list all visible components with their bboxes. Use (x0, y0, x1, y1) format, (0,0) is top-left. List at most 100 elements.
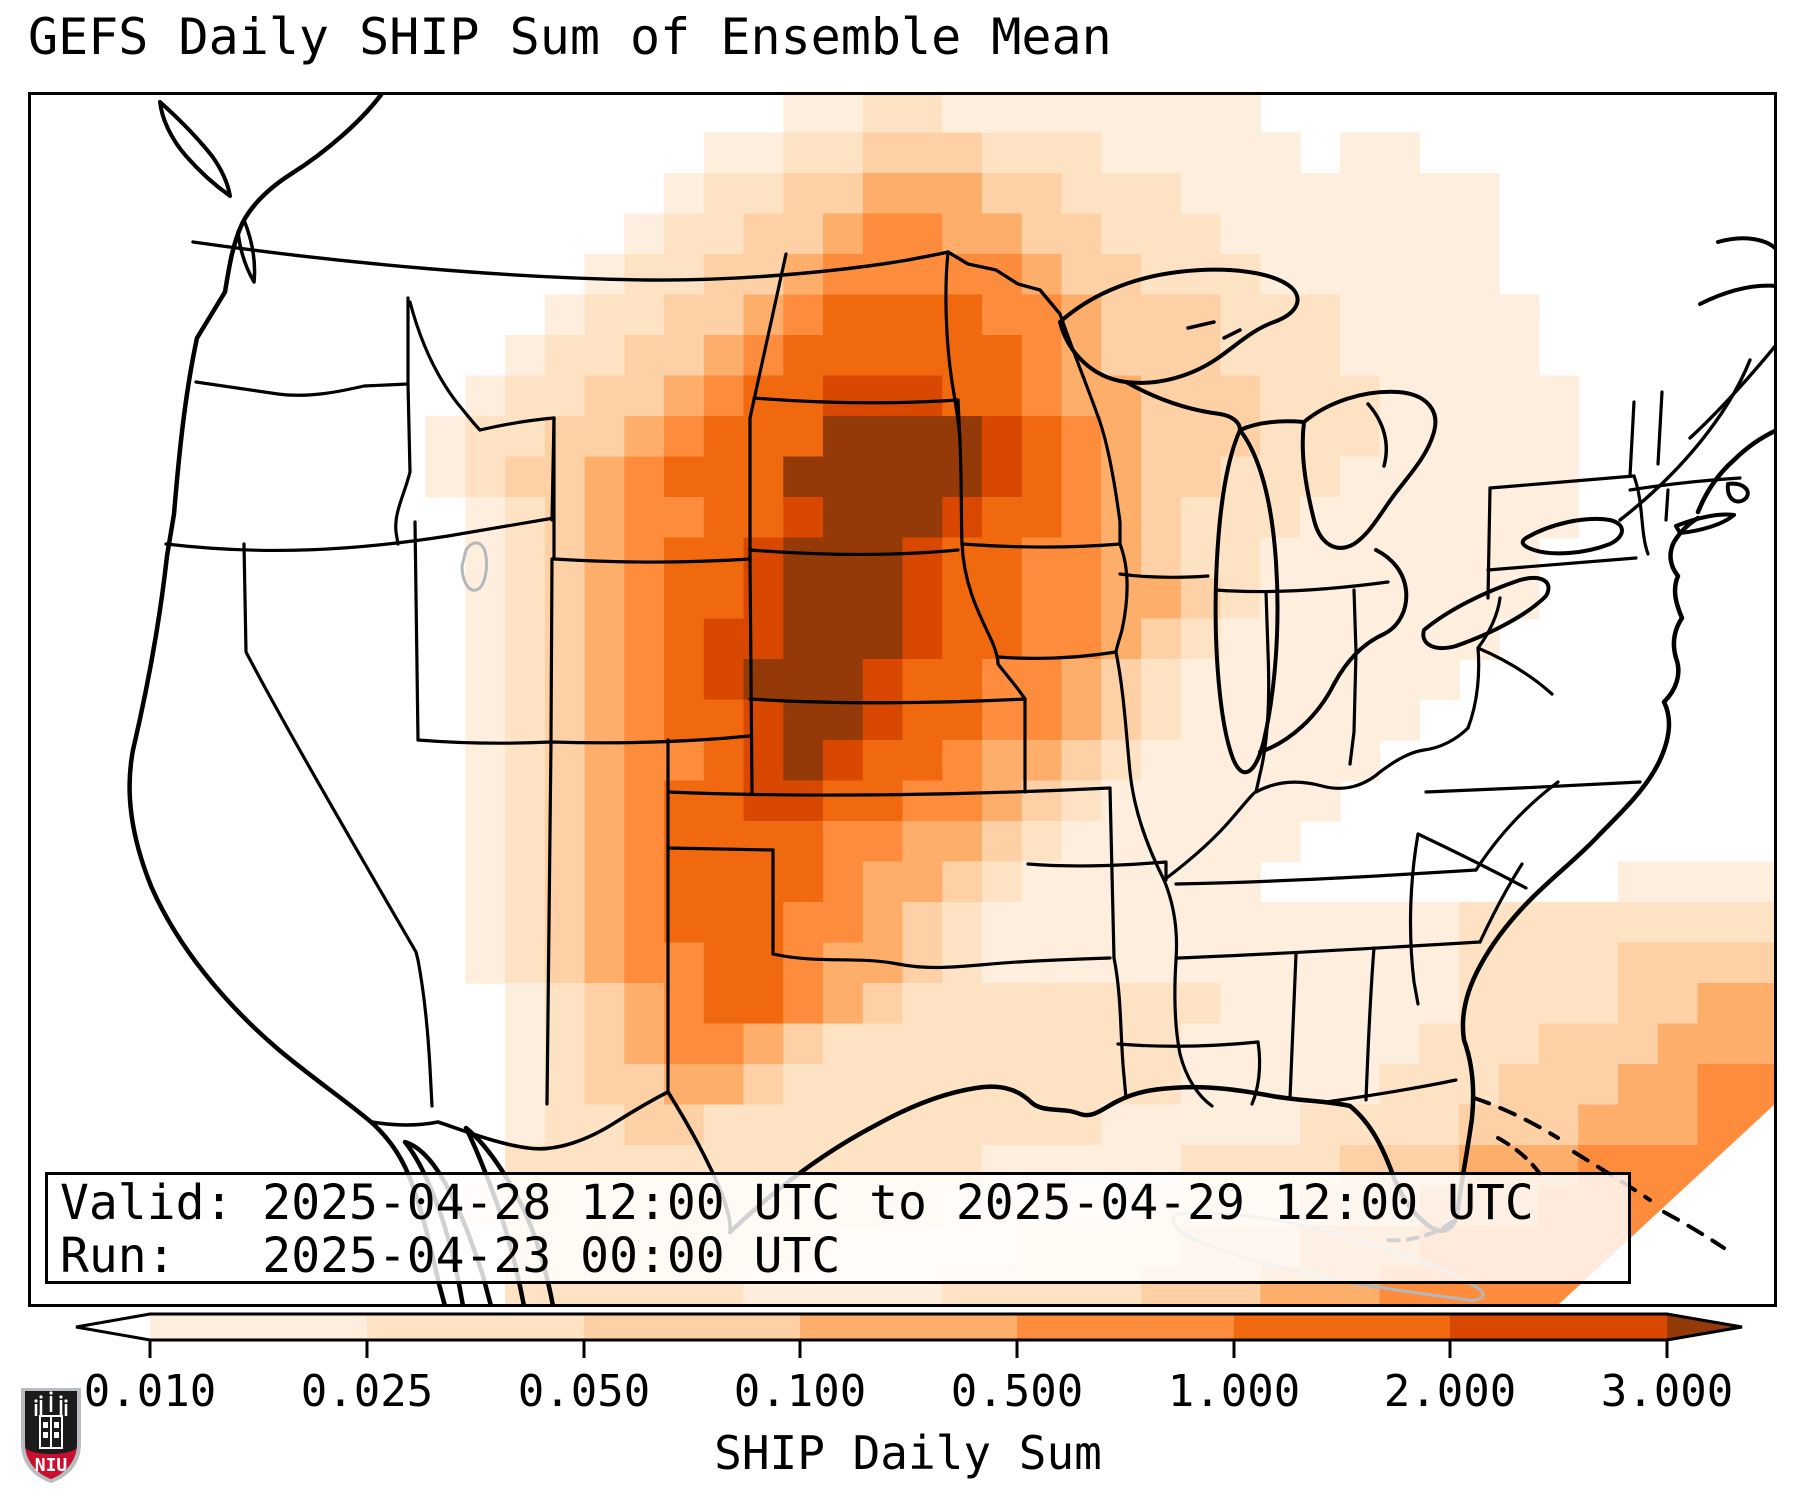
map-border-line (194, 380, 410, 397)
heat-cell (1101, 578, 1182, 620)
heat-cell (1300, 497, 1580, 539)
heat-cell (584, 578, 625, 620)
heat-cell (703, 497, 785, 539)
map-border-line (1472, 1096, 1560, 1140)
heat-cell (584, 659, 625, 701)
map-border-line (1258, 548, 1409, 754)
heat-cell (1180, 699, 1421, 741)
heat-cell (1220, 983, 1460, 1025)
heat-cell (1061, 699, 1102, 741)
heat-cell (1459, 942, 1619, 984)
heat-cell (584, 902, 625, 944)
heat-cell (862, 740, 944, 782)
heat-cell (664, 456, 784, 498)
map-border-line (1698, 283, 1777, 306)
map-border-line (1618, 358, 1752, 522)
heat-cell (465, 699, 506, 741)
heat-cell (703, 618, 785, 660)
map-border-line (1688, 342, 1777, 440)
colorbar-segment (1234, 1314, 1450, 1340)
heat-cell (1141, 537, 1182, 579)
heat-cell (505, 699, 546, 741)
heat-cell (1021, 821, 1063, 863)
heat-cell (505, 456, 586, 498)
foreign-coastline (460, 541, 488, 592)
heat-cell (1061, 821, 1301, 863)
heat-cell (505, 375, 586, 417)
heat-cell (823, 294, 983, 336)
map-border-line (416, 734, 752, 745)
heat-cell (1339, 335, 1540, 377)
map-border-line (550, 416, 556, 522)
heat-cell (584, 780, 625, 822)
heat-cell (664, 213, 745, 255)
heat-cell (1061, 740, 1102, 782)
map-border-line (1366, 402, 1388, 468)
heat-cell (862, 92, 944, 134)
heat-cell (982, 173, 1063, 215)
heat-cell (465, 740, 506, 782)
colorbar-segment (367, 1314, 584, 1340)
heat-cell (783, 902, 864, 944)
map-border-line (748, 252, 788, 420)
map-border-line (1176, 940, 1482, 960)
map-border-line (1214, 580, 1390, 594)
heat-cell (465, 659, 506, 701)
heat-cell (1339, 132, 1421, 174)
coast-and-state-borders (127, 92, 1777, 1307)
heat-cell (544, 1064, 586, 1106)
heat-cell (1339, 456, 1580, 498)
heat-cell (1339, 294, 1540, 336)
colorbar-tick-label: 3.000 (1600, 1366, 1734, 1417)
heatmap-cells (425, 92, 1777, 1307)
map-border-line (666, 786, 1112, 797)
heat-cell (783, 294, 824, 336)
heat-cell (505, 659, 546, 701)
heat-cell (1538, 1023, 1659, 1065)
map-border-line (394, 382, 412, 546)
map-border-line (1250, 1040, 1262, 1106)
heat-cell (1618, 1064, 1699, 1106)
heat-cell (1300, 1104, 1460, 1146)
heat-cell (584, 294, 665, 336)
heat-cell (743, 294, 784, 336)
heat-cell (862, 213, 944, 255)
heat-cell (862, 861, 944, 903)
heat-cell (544, 861, 586, 903)
heat-cell (584, 983, 625, 1025)
heat-cell (982, 780, 1023, 822)
heat-cell (505, 821, 546, 863)
map-border-line (771, 952, 1112, 970)
heat-cell (505, 578, 546, 620)
heat-cell (544, 335, 626, 377)
heat-cell (465, 861, 506, 903)
heat-cell (982, 497, 1063, 539)
map-border-line (552, 557, 752, 564)
heat-cell (862, 132, 983, 174)
colorbar-segment (1017, 1314, 1234, 1340)
heat-cell (862, 659, 904, 701)
map-border-line (1478, 862, 1524, 944)
heat-cell (505, 902, 546, 944)
heat-cell (624, 942, 705, 984)
map-border-line (1026, 860, 1168, 882)
colorbar-zone: 0.010 0.025 0.050 0.100 0.500 1.000 2.000 3.000… (0, 1308, 1803, 1500)
heat-cell (1061, 497, 1102, 539)
map-border-line (1628, 400, 1636, 478)
heat-cell (1618, 942, 1777, 984)
map-border-line (1124, 380, 1242, 432)
castle-icon (34, 1391, 68, 1449)
heat-cell (465, 942, 506, 984)
heat-cell (544, 902, 586, 944)
heat-cell (783, 1064, 1182, 1106)
heat-cell (1021, 618, 1103, 660)
heat-cell (783, 1023, 824, 1065)
map-border-line (666, 846, 775, 852)
map-border-line (408, 300, 482, 432)
heat-cell (902, 699, 983, 741)
heat-cell (465, 821, 506, 863)
map-border-line (1288, 952, 1298, 1100)
heat-cell (544, 1023, 586, 1065)
logo-text: NIU (35, 1455, 68, 1476)
map-border-line (1254, 590, 1271, 794)
